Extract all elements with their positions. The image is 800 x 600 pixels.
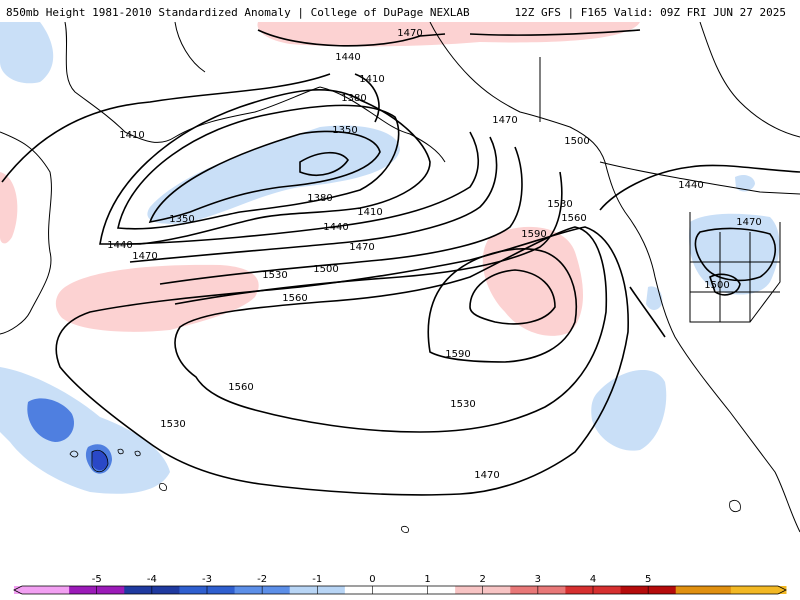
colorbar-tick-label: -5	[92, 574, 102, 585]
contour-label: 1410	[359, 74, 384, 85]
contour-label: 1470	[397, 28, 422, 39]
contour-label: 1530	[547, 199, 572, 210]
negative-anomaly-area	[27, 398, 75, 442]
contour-label: 1440	[678, 180, 703, 191]
colorbar-tick-label: 0	[369, 574, 375, 585]
negative-anomaly-area	[689, 213, 780, 295]
colorbar-outline	[13, 585, 787, 595]
colorbar-tick-label: 5	[645, 574, 651, 585]
colorbar-segment	[14, 586, 70, 594]
contour-label: 1530	[450, 399, 475, 410]
contour-label: 1410	[357, 207, 382, 218]
contour-label: 1470	[474, 470, 499, 481]
colorbar-ticks: -5 -4 -3 -2 -1 0 1 2 3 4 5	[92, 574, 652, 585]
negative-anomaly-area	[0, 367, 170, 494]
colorbar-tick-label: 4	[590, 574, 596, 585]
contour-label: 1590	[445, 349, 470, 360]
contour-labels: 1470 1440 1410 1380 1350 1470 1500 1530 …	[107, 28, 761, 481]
contour-label: 1470	[132, 251, 157, 262]
contour-label: 1350	[169, 214, 194, 225]
contour-label: 1560	[561, 213, 586, 224]
negative-anomaly-area	[735, 174, 755, 192]
positive-anomaly-area	[0, 172, 18, 244]
contour-label: 1560	[282, 293, 307, 304]
contour-label: 1380	[307, 193, 332, 204]
contour-label: 1470	[736, 217, 761, 228]
anomaly-colorbar: -5 -4 -3 -2 -1 0 1 2 3 4 5	[13, 574, 787, 595]
negative-anomaly-area	[591, 369, 667, 451]
contour-label: 1470	[349, 242, 374, 253]
negative-anomaly-area	[92, 450, 108, 471]
negative-anomaly-area	[646, 286, 663, 310]
contour-label: 1500	[313, 264, 338, 275]
negative-anomaly-area	[0, 22, 54, 84]
contour-label: 1530	[160, 419, 185, 430]
contour-label: 1410	[119, 130, 144, 141]
island-chain	[69, 448, 741, 533]
colorbar-segment	[675, 586, 732, 594]
negative-anomaly-area	[147, 125, 400, 224]
height-contours	[1, 29, 800, 496]
colorbar-tick-label: -1	[312, 574, 322, 585]
contour-label: 1530	[262, 270, 287, 281]
coastlines	[0, 22, 800, 533]
colorbar-tick-label: 2	[480, 574, 486, 585]
contour-label: 1380	[341, 93, 366, 104]
contour-label: 1560	[228, 382, 253, 393]
colorbar-tick-label: -3	[202, 574, 212, 585]
colorbar-tick-label: -4	[147, 574, 157, 585]
colorbar-tick-label: 1	[424, 574, 430, 585]
colorbar-segment	[730, 586, 787, 594]
contour-label: 1590	[521, 229, 546, 240]
contour-label: 1440	[335, 52, 360, 63]
run-valid-time: 12Z GFS | F165 Valid: 09Z FRI JUN 27 202…	[514, 6, 786, 19]
contour-label: 1440	[323, 222, 348, 233]
anomaly-shading	[0, 22, 780, 494]
positive-anomaly-area	[482, 226, 584, 336]
colorbar-tick-label: 3	[535, 574, 541, 585]
colorbar-bar	[13, 585, 787, 595]
colorbar-tick-label: -2	[257, 574, 267, 585]
positive-anomaly-area	[257, 22, 640, 47]
contour-label: 1350	[332, 125, 357, 136]
height-anomaly-map: 1470 1440 1410 1380 1350 1470 1500 1530 …	[0, 22, 800, 533]
contour-label: 1440	[107, 240, 132, 251]
contour-label: 1500	[704, 280, 729, 291]
map-title: 850mb Height 1981-2010 Standardized Anom…	[6, 6, 470, 19]
contour-label: 1500	[564, 136, 589, 147]
contour-label: 1470	[492, 115, 517, 126]
